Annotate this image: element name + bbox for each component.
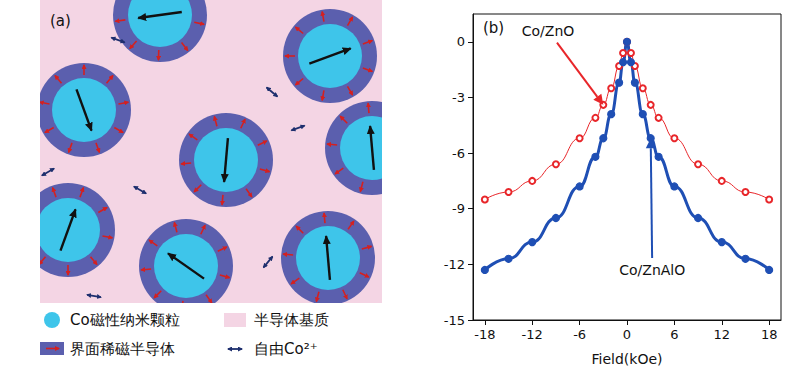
svg-text:-6: -6: [573, 327, 586, 342]
svg-text:-12: -12: [444, 257, 465, 272]
svg-text:0: 0: [623, 327, 631, 342]
svg-text:-3: -3: [452, 90, 465, 105]
svg-text:12: 12: [713, 327, 730, 342]
svg-text:界面稀磁半导体: 界面稀磁半导体: [70, 340, 175, 358]
svg-text:Co/ZnAlO: Co/ZnAlO: [619, 262, 685, 278]
svg-text:6: 6: [670, 327, 678, 342]
svg-text:-12: -12: [522, 327, 543, 342]
svg-text:-9: -9: [452, 201, 465, 216]
svg-text:半导体基质: 半导体基质: [254, 311, 329, 329]
svg-text:0: 0: [457, 34, 465, 49]
svg-text:Field(kOe): Field(kOe): [592, 351, 663, 367]
svg-text:-18: -18: [474, 327, 495, 342]
svg-text:Co/ZnO: Co/ZnO: [522, 23, 575, 39]
svg-text:(b): (b): [483, 19, 504, 37]
svg-text:(a): (a): [50, 12, 71, 30]
svg-text:-6: -6: [452, 146, 465, 161]
svg-text:Co磁性纳米颗粒: Co磁性纳米颗粒: [70, 311, 180, 329]
svg-text:18: 18: [761, 327, 778, 342]
svg-text:-15: -15: [444, 313, 465, 328]
svg-text:自由Co²⁺: 自由Co²⁺: [254, 340, 318, 358]
